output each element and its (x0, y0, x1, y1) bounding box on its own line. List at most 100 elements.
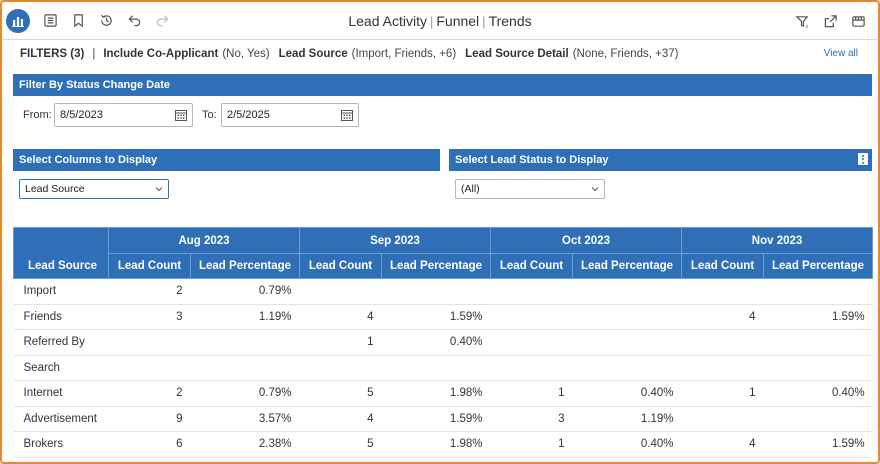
table-row: Referred By 1 0.40% (13, 329, 873, 356)
lead-percentage-cell (572, 329, 682, 356)
top-toolbar: Lead Activity | Funnel | Trends 3 (2, 2, 878, 40)
lead-percentage-cell (190, 329, 300, 356)
columns-select-title: Select Columns to Display (19, 154, 158, 166)
lead-count-cell (490, 355, 573, 381)
lead-count-cell: 2 (108, 278, 191, 305)
date-filter-title: Filter By Status Change Date (19, 79, 170, 91)
filters-count-label[interactable]: FILTERS (3) (20, 48, 85, 60)
table-row: Import 2 0.79% (13, 278, 873, 305)
lead-percentage-cell: 0.40% (572, 431, 682, 458)
filter-lead-source-value[interactable]: (Import, Friends, +6) (351, 48, 457, 60)
calendar-icon[interactable] (341, 109, 353, 121)
lead-percentage-cell (763, 406, 873, 432)
lead-percentage-header[interactable]: Lead Percentage (572, 253, 683, 279)
lead-percentage-cell: 1.98% (381, 431, 491, 458)
filter-icon[interactable]: 3 (788, 7, 816, 35)
lead-count-cell: 3 (108, 304, 191, 330)
to-date-value: 2/5/2025 (227, 109, 270, 121)
to-label: To: (202, 109, 217, 121)
lead-count-cell (108, 329, 191, 356)
lead-trends-table: Lead Source Aug 2023 Sep 2023 Oct 2023 N… (13, 227, 874, 458)
lead-percentage-cell (763, 278, 873, 305)
lead-percentage-cell (572, 355, 682, 381)
lead-count-header[interactable]: Lead Count (681, 253, 765, 279)
status-select-value: (All) (461, 183, 480, 195)
lead-count-cell: 4 (299, 304, 382, 330)
filters-summary: FILTERS (3) | Include Co-Applicant (No, … (2, 41, 878, 67)
lead-percentage-cell (572, 304, 682, 330)
lead-source-column-header[interactable]: Lead Source (13, 227, 109, 279)
lead-count-cell: 2 (108, 380, 191, 407)
history-icon[interactable] (92, 7, 120, 35)
lead-percentage-cell: 1.19% (572, 406, 682, 432)
lead-percentage-header[interactable]: Lead Percentage (189, 253, 301, 279)
redo-icon (148, 7, 176, 35)
filter-lead-source-detail-name[interactable]: Lead Source Detail (465, 48, 569, 60)
lead-source-cell: Advertisement (13, 406, 109, 432)
present-icon[interactable] (844, 7, 872, 35)
lead-percentage-cell (572, 278, 682, 305)
month-header: Aug 2023 (107, 227, 301, 254)
table-row: Search (13, 355, 873, 381)
lead-percentage-cell: 0.79% (190, 278, 300, 305)
lead-count-header[interactable]: Lead Count (299, 253, 383, 279)
lead-count-header[interactable]: Lead Count (490, 253, 574, 279)
lead-count-cell: 4 (681, 304, 764, 330)
title-trends[interactable]: Trends (488, 13, 532, 29)
calendar-icon[interactable] (175, 109, 187, 121)
lead-count-cell: 5 (299, 380, 382, 407)
lead-percentage-header[interactable]: Lead Percentage (381, 253, 492, 279)
table-month-header-row: Lead Source Aug 2023 Sep 2023 Oct 2023 N… (13, 227, 874, 279)
lead-percentage-cell: 2.38% (190, 431, 300, 458)
list-icon[interactable] (36, 7, 64, 35)
lead-percentage-cell: 1.59% (763, 431, 873, 458)
lead-count-cell: 4 (299, 406, 382, 432)
table-subheader-row: Lead Count Lead Percentage Lead Count Le… (14, 253, 874, 279)
lead-count-cell (681, 278, 764, 305)
lead-percentage-header[interactable]: Lead Percentage (763, 253, 874, 279)
from-date-field[interactable]: 8/5/2023 (54, 103, 193, 127)
lead-percentage-cell: 1.19% (190, 304, 300, 330)
lead-percentage-cell (381, 278, 491, 305)
lead-count-header[interactable]: Lead Count (108, 253, 191, 279)
table-row: Advertisement 9 3.57% 4 1.59% 3 1.19% (13, 406, 873, 432)
table-row: Brokers 6 2.38% 5 1.98% 1 0.40% 4 1.59% (13, 431, 873, 458)
to-date-field[interactable]: 2/5/2025 (221, 103, 359, 127)
lead-percentage-cell: 3.57% (190, 406, 300, 432)
status-select-dropdown[interactable]: (All) (455, 179, 605, 199)
lead-count-cell (108, 355, 191, 381)
filter-co-applicant-name[interactable]: Include Co-Applicant (103, 48, 219, 60)
title-funnel[interactable]: Funnel (436, 13, 480, 29)
report-app-icon[interactable] (6, 8, 30, 33)
undo-icon[interactable] (120, 7, 148, 35)
filter-co-applicant-value[interactable]: (No, Yes) (222, 48, 270, 60)
lead-count-cell: 1 (490, 380, 573, 407)
more-options-icon[interactable] (858, 153, 868, 165)
lead-source-cell: Search (13, 355, 109, 381)
filter-lead-source-name[interactable]: Lead Source (278, 48, 348, 60)
status-select-header: Select Lead Status to Display (449, 149, 872, 171)
lead-count-cell: 1 (490, 431, 573, 458)
lead-count-cell (490, 304, 573, 330)
bookmark-icon[interactable] (64, 7, 92, 35)
view-all-filters-link[interactable]: View all (823, 48, 858, 59)
filter-lead-source-detail-value[interactable]: (None, Friends, +37) (572, 48, 679, 60)
lead-source-cell: Internet (13, 380, 109, 407)
lead-percentage-cell: 0.40% (763, 380, 873, 407)
columns-select-dropdown[interactable]: Lead Source (19, 179, 169, 199)
date-filter-header: Filter By Status Change Date (13, 74, 872, 96)
lead-source-cell: Brokers (13, 431, 109, 458)
title-separator: | (482, 13, 486, 29)
title-lead-activity[interactable]: Lead Activity (348, 13, 427, 29)
chevron-down-icon (155, 187, 163, 192)
lead-count-cell (299, 278, 382, 305)
share-icon[interactable] (816, 7, 844, 35)
lead-percentage-cell: 1.59% (381, 406, 491, 432)
title-separator: | (429, 13, 434, 29)
lead-count-cell: 1 (299, 329, 382, 356)
lead-percentage-cell (763, 329, 873, 356)
lead-count-cell: 5 (299, 431, 382, 458)
toolbar-left-group (2, 7, 176, 35)
lead-count-cell: 3 (490, 406, 573, 432)
